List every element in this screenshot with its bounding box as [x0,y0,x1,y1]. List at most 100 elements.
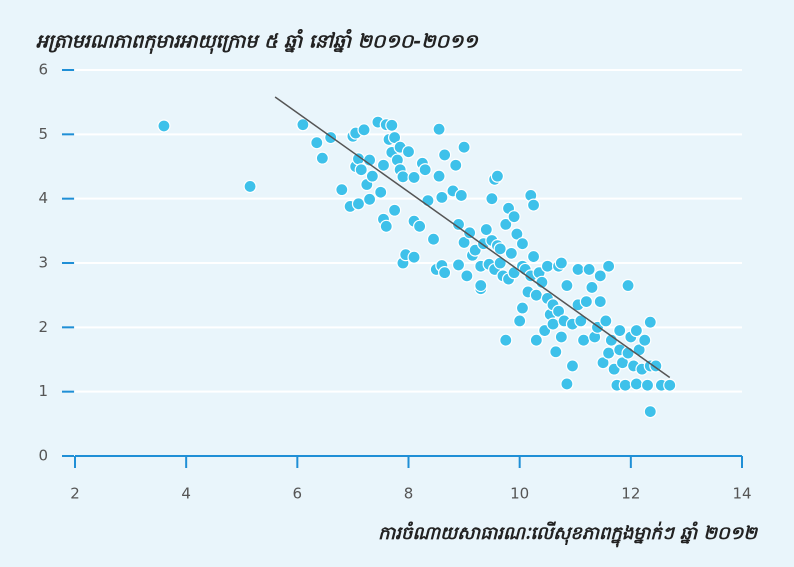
point [629,377,643,391]
point [643,405,657,419]
point [565,359,580,373]
point [529,288,543,302]
point [504,246,518,260]
x-tick-label: 8 [404,485,414,503]
point [593,295,607,309]
trend-line [274,96,671,379]
point [499,217,513,231]
point [560,377,574,391]
x-tick-label: 2 [70,485,80,503]
y-tick-label: 2 [38,318,48,336]
point [560,278,574,293]
point [362,192,377,206]
point [596,356,610,370]
point [621,278,635,293]
point [579,295,593,309]
y-tick-label: 1 [38,382,48,400]
point [376,158,391,172]
x-tick-label: 12 [621,485,640,503]
chart-title: អត្រាមរណភាពកុមារអាយុក្រោម ៥ ឆ្នាំ នៅឆ្នា… [36,29,479,55]
point [554,330,568,344]
point [515,301,530,315]
point [401,145,416,159]
point [554,256,568,270]
point [474,278,488,293]
point [546,317,560,331]
point [551,304,566,318]
point [438,148,452,162]
point [432,122,446,136]
point [457,235,471,250]
point [435,190,449,204]
point [379,219,393,233]
point [585,280,599,295]
point [618,378,632,392]
point [526,198,541,212]
x-tick-label: 4 [181,485,191,503]
point [315,151,329,165]
point [426,232,441,246]
point [638,333,652,347]
point [513,314,527,328]
point [351,197,366,211]
point [601,346,616,360]
point [599,314,613,328]
point [510,227,524,241]
point [374,185,388,199]
point [357,123,371,137]
point [157,119,171,133]
point [296,118,310,132]
point [601,259,616,273]
point [310,136,324,150]
y-tick-label: 6 [38,61,48,79]
point [388,130,402,145]
point [490,169,505,183]
point [460,269,474,283]
point [640,378,655,392]
point [629,323,643,338]
point [493,242,507,256]
point [463,226,477,240]
x-tick-label: 10 [510,485,529,503]
point [385,118,399,132]
point [576,333,591,347]
point [335,183,349,197]
point [449,158,463,172]
y-tick-label: 4 [38,189,48,207]
point [529,333,543,347]
point [549,345,563,359]
y-tick-label: 5 [38,125,48,143]
x-tick-label: 6 [293,485,303,503]
point [413,219,427,233]
point [396,170,410,184]
y-tick-label: 3 [38,254,48,272]
point [454,188,468,203]
point [354,163,368,177]
point [526,249,541,264]
point [499,333,513,347]
point [457,140,471,154]
point [540,259,555,273]
point [507,210,521,224]
point [388,203,402,217]
point [571,262,585,277]
point [582,262,596,277]
x-tick-label: 14 [732,485,751,503]
point [432,169,446,183]
point [407,170,421,185]
point [365,169,379,183]
point [593,269,607,283]
point [613,323,627,338]
point [479,222,493,237]
x-axis-label: ការចំណាយសាធារណៈលើសុខភាពក្នុងម្នាក់ៗ ឆ្នា… [378,521,758,548]
point [438,266,452,280]
point [493,256,507,270]
point [451,217,466,231]
y-tick-label: 0 [38,447,48,465]
point [643,315,657,329]
point [451,258,466,272]
point [418,163,432,177]
point [243,179,257,194]
